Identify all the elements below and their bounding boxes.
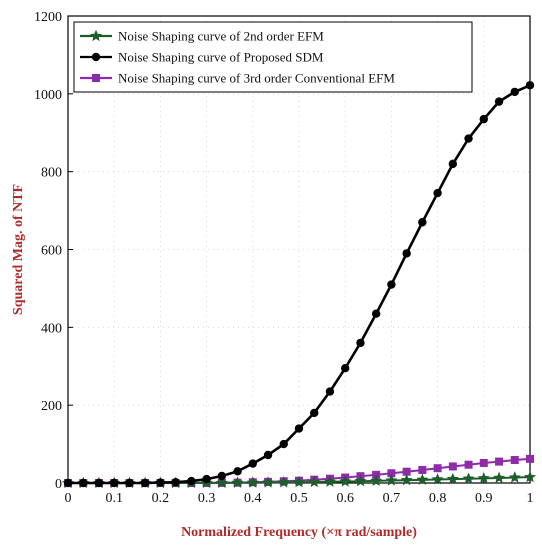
data-point <box>402 467 411 476</box>
x-tick-label: 0.3 <box>198 491 216 506</box>
x-tick-label: 0.7 <box>383 491 401 506</box>
legend-entry: Noise Shaping curve of Proposed SDM <box>80 50 324 65</box>
data-point <box>477 472 490 484</box>
data-point <box>525 81 535 90</box>
y-tick-label: 1000 <box>34 88 62 103</box>
data-point <box>464 134 473 143</box>
data-point <box>416 473 429 485</box>
x-tick-label: 1 <box>527 491 534 506</box>
data-point <box>446 472 459 485</box>
data-point <box>277 476 290 488</box>
data-point <box>310 408 319 418</box>
y-tick-label: 800 <box>41 166 62 181</box>
data-point <box>231 476 244 488</box>
data-point <box>262 476 275 488</box>
legend-label: Noise Shaping curve of Proposed SDM <box>118 50 324 65</box>
data-point <box>233 467 242 476</box>
data-point <box>215 476 228 488</box>
data-point <box>125 478 134 488</box>
x-axis-label: Normalized Frequency (×π rad/sample) <box>181 525 417 540</box>
data-point <box>263 450 273 460</box>
legend-entry: Noise Shaping curve of 2nd order EFM <box>80 29 324 44</box>
data-point <box>339 475 352 487</box>
data-point <box>493 471 506 484</box>
data-point <box>341 363 350 373</box>
data-point <box>524 470 536 483</box>
data-point <box>508 471 521 483</box>
data-point <box>293 475 305 488</box>
data-point <box>494 97 504 106</box>
data-point <box>217 471 227 481</box>
data-point <box>433 188 442 198</box>
data-point <box>279 439 288 449</box>
data-point <box>479 114 488 124</box>
x-tick-label: 0 <box>65 491 72 506</box>
data-point <box>387 280 396 289</box>
data-point <box>79 478 88 488</box>
data-point <box>246 476 259 488</box>
x-tick-label: 0.6 <box>336 491 354 506</box>
data-point <box>385 474 398 486</box>
data-point <box>433 464 442 473</box>
data-point <box>63 478 73 488</box>
series-2 <box>63 81 535 488</box>
legend-label: Noise Shaping curve of 3rd order Convent… <box>118 71 395 86</box>
y-tick-label: 600 <box>41 244 62 259</box>
data-point <box>110 478 119 488</box>
legend-box <box>73 21 473 93</box>
data-point <box>187 476 196 486</box>
data-point <box>418 218 427 227</box>
data-point <box>402 249 411 258</box>
x-tick-label: 0.1 <box>105 491 123 506</box>
data-point <box>308 475 321 488</box>
y-axis: 0 200 400 600 800 1000 1200 <box>34 10 73 492</box>
x-tick-label: 0.9 <box>475 491 493 506</box>
y-tick-label: 200 <box>41 399 62 414</box>
data-point <box>418 465 427 474</box>
data-point <box>325 387 335 396</box>
data-point <box>354 474 367 487</box>
data-point <box>140 478 150 488</box>
data-point <box>431 473 444 485</box>
y-axis-label: Squared Mag. of NTF <box>11 184 26 315</box>
data-point <box>462 472 475 484</box>
data-point <box>464 460 473 469</box>
data-point <box>387 469 396 478</box>
data-point <box>510 456 519 465</box>
data-point <box>323 475 336 487</box>
data-point <box>448 462 457 471</box>
data-point <box>202 474 211 484</box>
data-point <box>356 338 365 348</box>
x-tick-label: 0.5 <box>290 491 308 506</box>
data-point <box>371 309 381 318</box>
data-point <box>248 459 257 468</box>
y-tick-label: 0 <box>55 477 62 492</box>
data-point <box>510 87 519 97</box>
data-point <box>400 473 413 486</box>
legend-marker <box>91 52 101 62</box>
data-point <box>448 159 458 169</box>
y-tick-label: 400 <box>41 321 62 336</box>
data-point <box>526 454 534 463</box>
data-point <box>171 478 180 487</box>
x-tick-label: 0.2 <box>152 491 170 506</box>
x-tick-label: 0.8 <box>429 491 447 506</box>
x-tick-label: 0.4 <box>244 491 262 506</box>
legend-entry: Noise Shaping curve of 3rd order Convent… <box>80 71 395 86</box>
legend-marker <box>90 29 102 42</box>
legend-marker <box>92 74 100 82</box>
data-point <box>94 478 104 488</box>
data-point <box>479 458 488 467</box>
data-point <box>370 474 383 486</box>
data-point <box>294 424 304 433</box>
legend-label: Noise Shaping curve of 2nd order EFM <box>118 29 324 44</box>
data-point <box>495 457 504 466</box>
grid <box>68 16 530 483</box>
series-layer <box>62 81 536 489</box>
legend: Noise Shaping curve of 2nd order EFM Nois… <box>73 21 473 93</box>
y-tick-label: 1200 <box>34 10 62 25</box>
data-point <box>156 478 165 487</box>
